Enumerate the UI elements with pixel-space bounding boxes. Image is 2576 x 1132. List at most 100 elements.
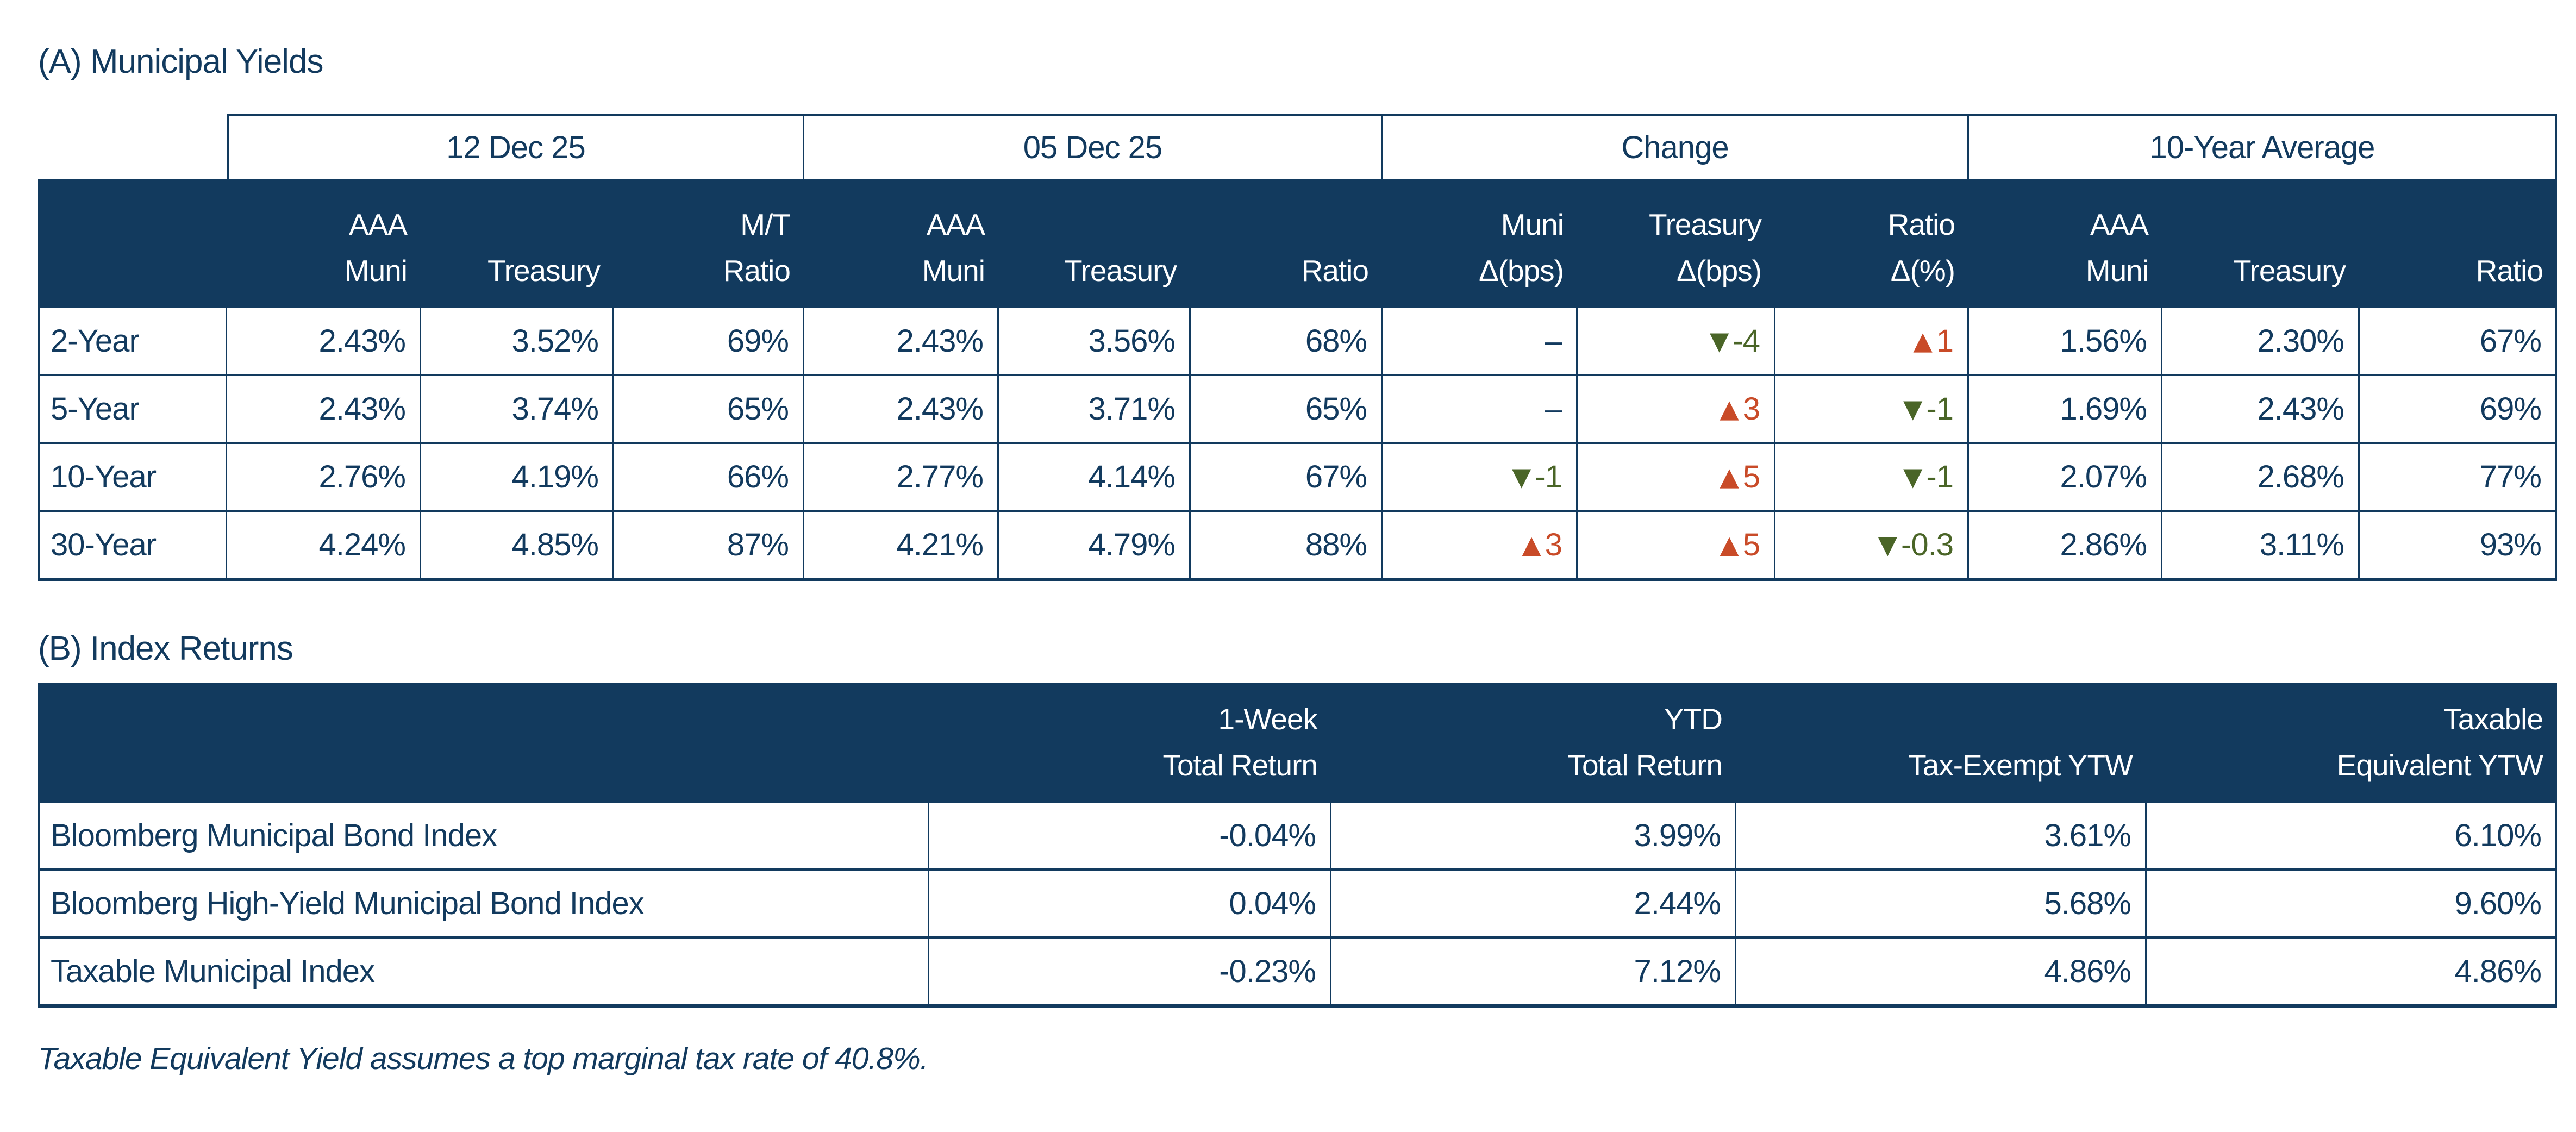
column-header-line1: 1-Week	[1218, 702, 1318, 736]
table-cell: 2.30%	[2162, 308, 2360, 374]
column-header-7: Muni Δ(bps)	[1383, 179, 1578, 308]
change-value: ▲ 3	[1720, 391, 1760, 427]
table-cell: 2.43%	[804, 376, 999, 442]
cell-value: –	[1545, 323, 1562, 359]
cell-value: 7.12%	[1634, 954, 1721, 989]
table-cell: 3.99%	[1331, 803, 1736, 868]
column-header-line2: Muni	[2085, 253, 2149, 287]
cell-value: 2.86%	[2060, 527, 2147, 562]
change-value: ▲ 1	[1913, 323, 1954, 359]
up-triangle-icon: ▲	[1720, 393, 1739, 423]
cell-value: 2.07%	[2060, 459, 2147, 495]
cell-value: 68%	[1305, 323, 1367, 359]
table-cell: 65%	[614, 376, 804, 442]
table-cell: 5.68%	[1736, 871, 2147, 936]
row-label: 30-Year	[38, 512, 227, 578]
table-cell: 65%	[1191, 376, 1383, 442]
column-header-12: Ratio	[2360, 179, 2557, 308]
table-cell: ▼ -1	[1383, 444, 1578, 510]
cell-value: -1	[1926, 459, 1954, 495]
column-header-2: Treasury	[421, 179, 614, 308]
column-header-10: AAA Muni	[1969, 179, 2162, 308]
cell-value: 87%	[727, 527, 789, 562]
column-header-line1: Taxable	[2443, 702, 2543, 736]
cell-value: 4.24%	[318, 527, 406, 562]
table-cell: 4.86%	[2147, 939, 2557, 1004]
table-row: 10-Year 2.76% 4.19% 66% 2.77% 4.14% 67% ▼ -1 ▲ 5 ▼ -…	[38, 444, 2557, 512]
column-header-line2: Treasury	[1064, 253, 1177, 287]
table-cell: 4.24%	[227, 512, 421, 578]
cell-value: 69%	[2479, 391, 2542, 427]
table-cell: 4.86%	[1736, 939, 2147, 1004]
footnote: Taxable Equivalent Yield assumes a top m…	[38, 1041, 929, 1076]
change-value: ▼ -1	[1903, 391, 1954, 427]
column-header-line2: Muni	[922, 253, 985, 287]
group-header-3: Change	[1383, 114, 1969, 179]
table-cell: 4.19%	[421, 444, 614, 510]
table-cell: 4.21%	[804, 512, 999, 578]
table-cell: 87%	[614, 512, 804, 578]
cell-value: 4.14%	[1088, 459, 1176, 495]
column-header-line2: Ratio	[2475, 253, 2543, 287]
cell-value: 66%	[727, 459, 789, 495]
table-cell: ▲ 1	[1775, 308, 1969, 374]
cell-value: 4.19%	[511, 459, 599, 495]
cell-value: –	[1545, 391, 1562, 427]
section-b-title: (B) Index Returns	[38, 630, 293, 667]
table-b-header-row: 1-Week Total Return YTD Total Return Tax-Exe…	[38, 683, 2557, 803]
table-cell: 2.68%	[2162, 444, 2360, 510]
table-cell: 2.43%	[227, 376, 421, 442]
cell-value: 4.79%	[1088, 527, 1176, 562]
table-row: 2-Year 2.43% 3.52% 69% 2.43% 3.56% 68% – ▼ -4 ▲ 1 1.…	[38, 308, 2557, 376]
row-label: 5-Year	[38, 376, 227, 442]
up-triangle-icon: ▲	[1522, 529, 1541, 559]
table-cell: 2.76%	[227, 444, 421, 510]
table-cell: –	[1383, 376, 1578, 442]
table-cell: –	[1383, 308, 1578, 374]
table-cell: 67%	[1191, 444, 1383, 510]
cell-value: 4.85%	[511, 527, 599, 562]
table-cell: 0.04%	[929, 871, 1331, 936]
down-triangle-icon: ▼	[1903, 461, 1922, 491]
column-header-3: Tax-Exempt YTW	[1736, 683, 2147, 803]
up-triangle-icon: ▲	[1913, 326, 1932, 355]
table-cell: -0.23%	[929, 939, 1331, 1004]
cell-value: 5	[1742, 527, 1760, 562]
column-header-6: Ratio	[1191, 179, 1383, 308]
table-row: Bloomberg High-Yield Municipal Bond Inde…	[38, 871, 2557, 939]
up-triangle-icon: ▲	[1720, 529, 1739, 559]
cell-value: 1.69%	[2060, 391, 2147, 427]
table-cell: 69%	[2360, 376, 2557, 442]
column-header-11: Treasury	[2162, 179, 2360, 308]
change-value: ▲ 5	[1720, 459, 1760, 495]
change-value: ▼ -0.3	[1878, 527, 1954, 563]
cell-value: 2.43%	[896, 391, 984, 427]
column-header-line1: YTD	[1664, 702, 1723, 736]
group-header-4: 10-Year Average	[1969, 114, 2557, 179]
table-cell: 3.61%	[1736, 803, 2147, 868]
table-row: Bloomberg Municipal Bond Index -0.04% 3.99…	[38, 803, 2557, 871]
cell-value: 2.43%	[2257, 391, 2344, 427]
column-header-line1: AAA	[2090, 207, 2149, 241]
cell-value: 3.74%	[511, 391, 599, 427]
section-a-title: (A) Municipal Yields	[38, 43, 323, 80]
cell-value: 1	[1936, 323, 1954, 359]
table-a-group-header-row: 12 Dec 25 05 Dec 25 Change 10-Year Average	[227, 114, 2557, 179]
cell-value: 3.52%	[511, 323, 599, 359]
table-cell: 6.10%	[2147, 803, 2557, 868]
column-header-line1: M/T	[740, 207, 791, 241]
column-header-line2: Total Return	[1162, 748, 1318, 782]
table-a-header-spacer	[38, 179, 227, 308]
down-triangle-icon: ▼	[1710, 326, 1729, 355]
column-header-1: AAA Muni	[227, 179, 421, 308]
cell-value: 2.43%	[318, 323, 406, 359]
up-triangle-icon: ▲	[1720, 461, 1739, 491]
column-header-8: Treasury Δ(bps)	[1578, 179, 1775, 308]
cell-value: 1.56%	[2060, 323, 2147, 359]
column-header-line2: Muni	[344, 253, 408, 287]
column-header-3: M/T Ratio	[614, 179, 804, 308]
change-value: ▼ -4	[1710, 323, 1760, 359]
table-cell: 68%	[1191, 308, 1383, 374]
table-cell: 2.44%	[1331, 871, 1736, 936]
column-header-line2: Total Return	[1567, 748, 1723, 782]
